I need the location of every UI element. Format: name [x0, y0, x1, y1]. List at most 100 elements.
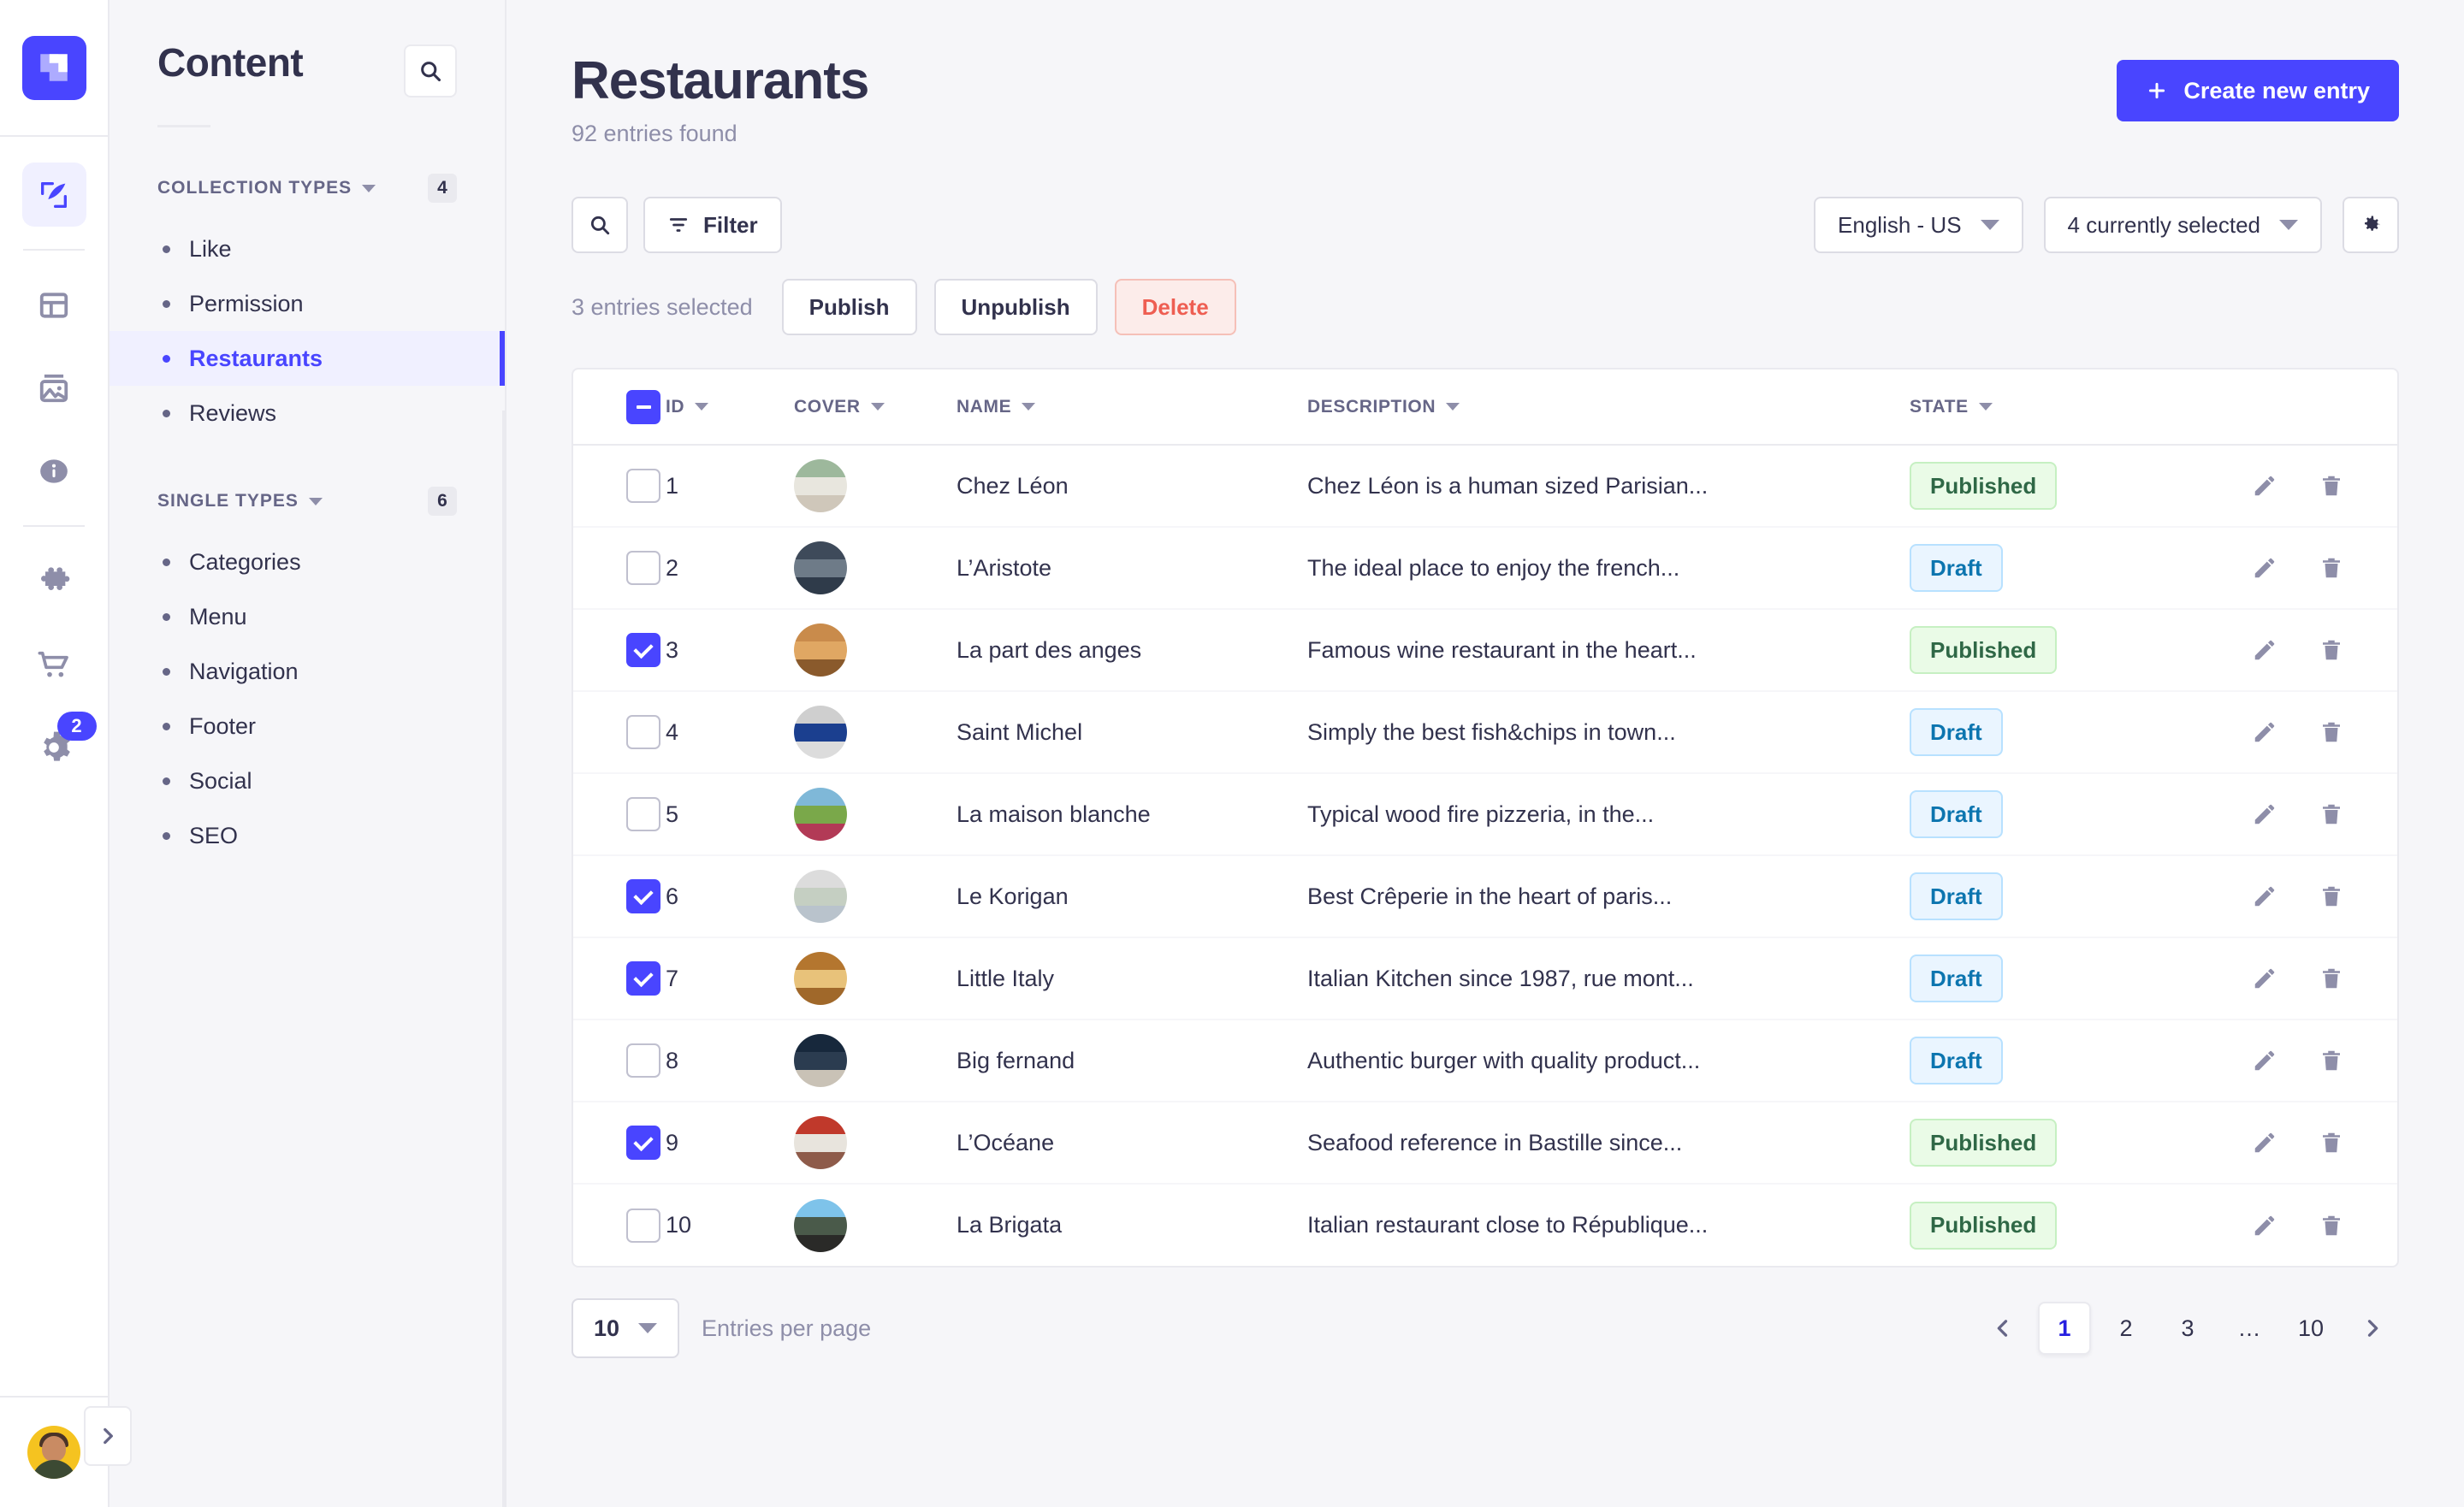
sidebar-item-categories[interactable]: Categories [110, 535, 505, 589]
create-new-entry-button[interactable]: Create new entry [2117, 60, 2399, 121]
page-button[interactable]: 1 [2038, 1302, 2091, 1356]
edit-row-button[interactable] [2252, 884, 2277, 909]
sidebar-item-navigation[interactable]: Navigation [110, 644, 505, 699]
page-button[interactable]: 10 [2297, 1315, 2325, 1341]
rail-item-plugins[interactable] [22, 549, 86, 613]
row-checkbox[interactable] [626, 715, 660, 750]
next-page-button[interactable] [2346, 1302, 2399, 1355]
sidebar-item-menu[interactable]: Menu [110, 589, 505, 644]
table-row[interactable]: 5 La maison blanche Typical wood fire pizz… [573, 773, 2397, 857]
rail-item-content-type-builder[interactable] [22, 273, 86, 337]
sidebar-search-button[interactable] [404, 44, 457, 98]
row-checkbox[interactable] [626, 551, 660, 586]
th-description[interactable]: DESCRIPTION [1307, 369, 1910, 446]
table-row[interactable]: 3 La part des anges Famous wine restaurant… [573, 609, 2397, 693]
th-name[interactable]: NAME [957, 369, 1307, 446]
view-settings-button[interactable] [2343, 197, 2399, 254]
entries-table-wrapper: ID COVER NAME DESCRIPTION STATE [572, 368, 2399, 1268]
search-button[interactable] [572, 197, 628, 254]
select-all-checkbox[interactable] [626, 389, 660, 424]
sidebar-item-label: Permission [189, 290, 304, 316]
locale-select[interactable]: English - US [1814, 197, 2023, 254]
sidebar-item-label: SEO [189, 822, 239, 848]
row-actions-cell [2192, 1102, 2397, 1185]
row-name: L’Aristote [957, 554, 1052, 581]
edit-row-button[interactable] [2252, 555, 2277, 581]
filter-button[interactable]: Filter [643, 197, 782, 254]
rail-item-settings[interactable]: 2 [22, 712, 97, 779]
single-types-header[interactable]: SINGLE TYPES 6 [110, 487, 505, 516]
th-cover[interactable]: COVER [794, 369, 957, 446]
page-button[interactable]: … [2237, 1315, 2261, 1341]
delete-row-button[interactable] [2319, 801, 2344, 827]
sidebar-scrollbar[interactable] [502, 411, 505, 1507]
edit-row-button[interactable] [2252, 1048, 2277, 1073]
rail-item-marketplace[interactable] [22, 632, 86, 696]
page-button[interactable]: 3 [2181, 1315, 2194, 1341]
delete-row-button[interactable] [2319, 966, 2344, 991]
sidebar-item-reviews[interactable]: Reviews [110, 386, 505, 440]
edit-row-button[interactable] [2252, 719, 2277, 745]
edit-row-button[interactable] [2252, 966, 2277, 991]
row-state-cell: Draft [1910, 527, 2192, 611]
edit-row-button[interactable] [2252, 801, 2277, 827]
row-name-cell: Saint Michel [957, 691, 1307, 775]
row-state-cell: Published [1910, 1184, 2192, 1266]
sidebar-item-label: Footer [189, 712, 257, 739]
row-checkbox[interactable] [626, 1208, 660, 1243]
edit-row-button[interactable] [2252, 473, 2277, 499]
per-page-select[interactable]: 10 [572, 1298, 680, 1359]
delete-row-button[interactable] [2319, 1213, 2344, 1238]
strapi-logo[interactable] [21, 35, 86, 100]
row-checkbox[interactable] [626, 1126, 660, 1161]
sidebar-item-restaurants[interactable]: Restaurants [110, 331, 505, 386]
table-row[interactable]: 4 Saint Michel Simply the best fish&chips … [573, 691, 2397, 775]
sidebar-item-seo[interactable]: SEO [110, 808, 505, 863]
delete-row-button[interactable] [2319, 637, 2344, 663]
table-row[interactable]: 6 Le Korigan Best Crêperie in the heart of… [573, 855, 2397, 939]
page-button[interactable]: 2 [2119, 1315, 2133, 1341]
delete-row-button[interactable] [2319, 884, 2344, 909]
collection-types-header[interactable]: COLLECTION TYPES 4 [110, 174, 505, 203]
table-row[interactable]: 2 L’Aristote The ideal place to enjoy the … [573, 527, 2397, 611]
publish-button[interactable]: Publish [781, 279, 917, 336]
edit-row-button[interactable] [2252, 1130, 2277, 1155]
rail-item-documentation[interactable] [22, 439, 86, 503]
table-row[interactable]: 1 Chez Léon Chez Léon is a human sized Par… [573, 445, 2397, 529]
sidebar-item-footer[interactable]: Footer [110, 699, 505, 754]
sidebar-item-social[interactable]: Social [110, 754, 505, 808]
rail-item-media-library[interactable] [22, 356, 86, 420]
delete-button[interactable]: Delete [1114, 279, 1236, 336]
avatar[interactable] [27, 1426, 80, 1479]
row-description-cell: The ideal place to enjoy the french... [1307, 527, 1910, 611]
edit-row-button[interactable] [2252, 1213, 2277, 1238]
table-row[interactable]: 7 Little Italy Italian Kitchen since 1987,… [573, 937, 2397, 1021]
row-checkbox[interactable] [626, 879, 660, 914]
sidebar-item-like[interactable]: Like [110, 222, 505, 276]
delete-row-button[interactable] [2319, 555, 2344, 581]
th-state[interactable]: STATE [1910, 369, 2192, 446]
delete-row-button[interactable] [2319, 473, 2344, 499]
expand-sidebar-button[interactable] [84, 1406, 132, 1466]
row-checkbox[interactable] [626, 469, 660, 504]
status-badge: Draft [1910, 544, 2003, 593]
page-title: Restaurants [572, 51, 869, 110]
row-checkbox[interactable] [626, 961, 660, 996]
prev-page-button[interactable] [1976, 1302, 2029, 1355]
table-row[interactable]: 9 L’Océane Seafood reference in Bastille s… [573, 1102, 2397, 1185]
cover-thumbnail [794, 459, 847, 513]
table-row[interactable]: 8 Big fernand Authentic burger with qualit… [573, 1019, 2397, 1103]
edit-row-button[interactable] [2252, 637, 2277, 663]
table-row[interactable]: 10 La Brigata Italian restaurant close to … [573, 1184, 2397, 1266]
delete-row-button[interactable] [2319, 719, 2344, 745]
row-checkbox[interactable] [626, 633, 660, 668]
fields-select[interactable]: 4 currently selected [2043, 197, 2322, 254]
delete-row-button[interactable] [2319, 1130, 2344, 1155]
row-checkbox[interactable] [626, 1043, 660, 1079]
sidebar-item-permission[interactable]: Permission [110, 276, 505, 331]
unpublish-button[interactable]: Unpublish [933, 279, 1098, 336]
row-checkbox[interactable] [626, 797, 660, 832]
delete-row-button[interactable] [2319, 1048, 2344, 1073]
th-id[interactable]: ID [666, 369, 794, 446]
rail-item-content-manager[interactable] [21, 163, 86, 227]
